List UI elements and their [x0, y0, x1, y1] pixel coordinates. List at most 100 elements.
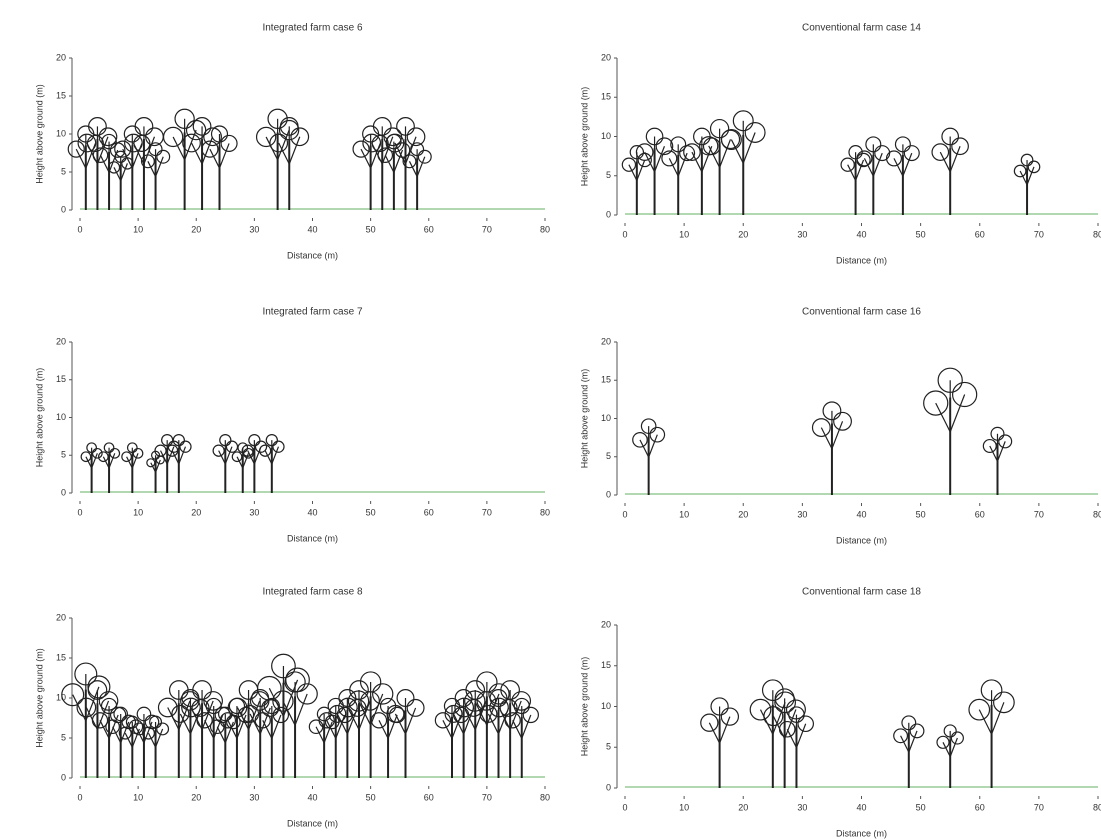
tree-crown [903, 145, 920, 162]
tree-crown [500, 680, 520, 700]
y-tick-label: 5 [606, 170, 611, 180]
tree-crown [372, 117, 392, 136]
tree-branch [668, 158, 679, 177]
panel-title: Conventional farm case 18 [802, 587, 921, 598]
tree-crown [154, 444, 167, 457]
tree-crown [893, 728, 909, 744]
tree-branch [262, 720, 273, 739]
tree-crown [649, 426, 666, 443]
tree-branch [282, 700, 296, 726]
x-tick-label: 60 [424, 792, 434, 802]
x-tick-label: 60 [975, 802, 985, 812]
tree-crown [98, 127, 118, 147]
tree-branch [216, 726, 226, 744]
tree-branch [218, 143, 230, 169]
tree-branch [394, 713, 407, 735]
tree-crown [901, 715, 917, 731]
tree-crown [709, 118, 730, 139]
tree-branch [247, 450, 255, 465]
tree-branch [336, 713, 348, 735]
tree-crown [166, 444, 179, 457]
tree-crown [522, 706, 539, 724]
tree-branch [190, 142, 203, 165]
tree-crown [479, 704, 498, 723]
y-tick-label: 10 [601, 131, 611, 141]
tree-crown [683, 143, 701, 161]
tree-crown [67, 140, 85, 158]
tree-crown [156, 149, 171, 164]
y-tick-label: 15 [56, 90, 66, 100]
tree-crown [318, 712, 335, 729]
tree-branch [639, 439, 650, 458]
tree-crown [124, 133, 143, 153]
tree-branch [131, 453, 139, 469]
tree-branch [85, 686, 100, 722]
tree-crown [763, 706, 784, 727]
tree-branch [384, 154, 395, 173]
tree-branch [991, 702, 1005, 735]
tree-crown [267, 108, 288, 129]
tree-crown [192, 117, 212, 136]
y-tick-label: 5 [61, 450, 66, 460]
tree-crown [114, 140, 132, 158]
tree-crown [476, 671, 498, 693]
tree-crown [720, 707, 740, 726]
tree-crown [396, 117, 415, 136]
tree-crown [732, 110, 754, 132]
tree-crown [279, 117, 299, 136]
tree-crown [950, 731, 964, 745]
tree-branch [126, 456, 133, 469]
tree-crown [101, 133, 117, 150]
tree-crown [231, 451, 243, 463]
x-tick-label: 70 [482, 224, 492, 234]
tree-crown [269, 133, 289, 153]
tree-crown [97, 451, 109, 463]
tree-crown [272, 706, 290, 724]
tree-crown [406, 698, 425, 717]
tree-branch [381, 136, 394, 165]
tree-crown [142, 726, 155, 740]
tree-branch [521, 714, 532, 739]
tree-branch [155, 156, 164, 177]
x-tick-label: 60 [424, 507, 434, 517]
tree-branch [730, 139, 744, 164]
y-axis-label: Height above ground (m) [34, 648, 44, 748]
tree-crown [254, 712, 271, 729]
tree-branch [347, 707, 360, 730]
tree-crown [362, 133, 382, 153]
tree-branch [442, 720, 453, 739]
tree-crown [489, 688, 508, 707]
tree-branch [147, 732, 157, 748]
y-tick-label: 20 [56, 612, 66, 622]
tree-branch [719, 139, 732, 168]
tree-crown [103, 442, 115, 454]
y-tick-label: 5 [61, 732, 66, 742]
tree-crown [128, 719, 144, 735]
y-tick-label: 5 [606, 742, 611, 752]
tree-branch [179, 713, 191, 735]
tree-crown [385, 133, 405, 153]
x-tick-label: 60 [424, 224, 434, 234]
tree-branch [85, 456, 93, 469]
tree-branch [264, 450, 273, 465]
x-tick-label: 70 [1034, 802, 1044, 812]
tree-crown [894, 136, 911, 153]
tree-crown [259, 444, 272, 457]
y-tick-label: 15 [601, 375, 611, 385]
tree-crown [489, 697, 509, 718]
tree-branch [224, 721, 234, 744]
tree-crown [100, 697, 118, 715]
x-tick-label: 80 [540, 507, 550, 517]
tree-crown [788, 706, 805, 723]
tree-branch [902, 152, 913, 177]
tree-crown [464, 690, 486, 712]
tree-branch [893, 158, 904, 177]
x-tick-label: 20 [191, 507, 201, 517]
tree-branch [358, 700, 371, 730]
tree-crown [943, 724, 957, 738]
tree-branch [120, 163, 128, 181]
y-tick-label: 5 [61, 166, 66, 176]
tree-branch [872, 152, 883, 177]
x-tick-label: 30 [797, 802, 807, 812]
